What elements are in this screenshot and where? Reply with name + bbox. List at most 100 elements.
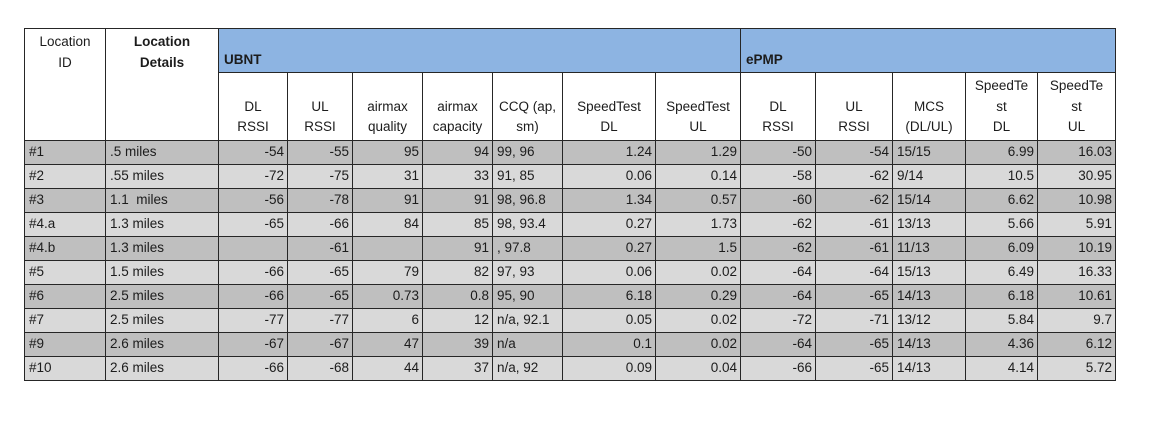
cell-ubnt-ccq: 98, 93.4: [492, 212, 563, 237]
column-header-ubnt-airmax-capacity: airmax capacity: [422, 72, 493, 141]
cell-epmp-mcs: 14/13: [892, 332, 966, 357]
cell-ubnt-ccq: 99, 96: [492, 140, 563, 165]
cell-ubnt-ccq: n/a, 92.1: [492, 308, 563, 333]
cell-ubnt-airmax-capacity: 12: [422, 308, 493, 333]
cell-ubnt-dl-rssi: -54: [218, 140, 288, 165]
cell-ubnt-dl-rssi: -66: [218, 356, 288, 381]
cell-ubnt-dl-rssi: -66: [218, 260, 288, 285]
cell-location-id: #10: [24, 356, 106, 381]
cell-location-details: .5 miles: [105, 140, 219, 165]
cell-ubnt-speedtest-dl: 0.27: [562, 212, 656, 237]
cell-ubnt-dl-rssi: -66: [218, 284, 288, 309]
cell-epmp-ul-rssi: -62: [815, 164, 893, 189]
cell-epmp-mcs: 15/14: [892, 188, 966, 213]
cell-epmp-speedtest-ul: 10.98: [1037, 188, 1116, 213]
cell-location-id: #4.a: [24, 212, 106, 237]
comparison-table: Location ID Location Details UBNT ePMP D…: [24, 28, 1116, 381]
cell-ubnt-ccq: n/a, 92: [492, 356, 563, 381]
cell-epmp-ul-rssi: -54: [815, 140, 893, 165]
cell-epmp-dl-rssi: -60: [740, 188, 816, 213]
cell-epmp-dl-rssi: -64: [740, 260, 816, 285]
cell-ubnt-ul-rssi: -68: [287, 356, 353, 381]
cell-epmp-dl-rssi: -66: [740, 356, 816, 381]
cell-ubnt-airmax-quality: [352, 236, 423, 261]
cell-ubnt-speedtest-ul: 0.04: [655, 356, 741, 381]
cell-ubnt-airmax-capacity: 94: [422, 140, 493, 165]
cell-ubnt-airmax-quality: 44: [352, 356, 423, 381]
cell-location-id: #1: [24, 140, 106, 165]
cell-epmp-speedtest-ul: 30.95: [1037, 164, 1116, 189]
cell-epmp-speedtest-ul: 6.12: [1037, 332, 1116, 357]
cell-location-details: 2.5 miles: [105, 308, 219, 333]
cell-ubnt-ul-rssi: -75: [287, 164, 353, 189]
cell-epmp-dl-rssi: -72: [740, 308, 816, 333]
cell-ubnt-ccq: , 97.8: [492, 236, 563, 261]
cell-ubnt-speedtest-dl: 0.09: [562, 356, 656, 381]
cell-ubnt-airmax-quality: 79: [352, 260, 423, 285]
column-header-epmp-ul-rssi: UL RSSI: [815, 72, 893, 141]
cell-location-details: 1.3 miles: [105, 212, 219, 237]
cell-ubnt-speedtest-dl: 0.06: [562, 260, 656, 285]
column-header-epmp-speedtest-dl: SpeedTe st DL: [965, 72, 1038, 141]
cell-epmp-speedtest-dl: 6.18: [965, 284, 1038, 309]
cell-epmp-dl-rssi: -50: [740, 140, 816, 165]
cell-ubnt-dl-rssi: [218, 236, 288, 261]
cell-ubnt-ccq: 95, 90: [492, 284, 563, 309]
cell-epmp-dl-rssi: -64: [740, 332, 816, 357]
cell-epmp-dl-rssi: -58: [740, 164, 816, 189]
group-header-epmp: ePMP: [740, 28, 1116, 73]
cell-epmp-mcs: 9/14: [892, 164, 966, 189]
column-header-epmp-speedtest-ul: SpeedTe st UL: [1037, 72, 1116, 141]
cell-ubnt-ul-rssi: -78: [287, 188, 353, 213]
cell-ubnt-dl-rssi: -67: [218, 332, 288, 357]
cell-ubnt-airmax-capacity: 82: [422, 260, 493, 285]
cell-ubnt-airmax-capacity: 91: [422, 236, 493, 261]
cell-location-id: #6: [24, 284, 106, 309]
cell-epmp-ul-rssi: -65: [815, 356, 893, 381]
cell-epmp-dl-rssi: -62: [740, 212, 816, 237]
column-header-ubnt-speedtest-dl: SpeedTest DL: [562, 72, 656, 141]
table-row: #4.b 1.3 miles -61 91, 97.8 0.27 1.5 -62 -61 11/…: [24, 236, 1116, 261]
cell-epmp-mcs: 13/13: [892, 212, 966, 237]
table-row: #5 1.5 miles -66 -65 79 82 97, 93 0.06 0.02 -64 -6…: [24, 260, 1116, 285]
cell-ubnt-speedtest-ul: 0.14: [655, 164, 741, 189]
cell-epmp-mcs: 11/13: [892, 236, 966, 261]
cell-ubnt-speedtest-dl: 1.24: [562, 140, 656, 165]
table-row: #1.5 miles -54 -55 95 94 99, 96 1.24 1.29 -50 -54…: [24, 140, 1116, 165]
cell-epmp-speedtest-dl: 10.5: [965, 164, 1038, 189]
cell-epmp-speedtest-ul: 10.19: [1037, 236, 1116, 261]
cell-ubnt-speedtest-dl: 0.1: [562, 332, 656, 357]
cell-ubnt-speedtest-dl: 0.05: [562, 308, 656, 333]
table-row: #7 2.5 miles -77 -77 6 12 n/a, 92.1 0.05 0.02 -72…: [24, 308, 1116, 333]
cell-location-details: 2.6 miles: [105, 332, 219, 357]
table-row: #6 2.5 miles -66 -65 0.73 0.8 95, 90 6.18 0.29 -6…: [24, 284, 1116, 309]
column-header-epmp-dl-rssi: DL RSSI: [740, 72, 816, 141]
cell-epmp-speedtest-dl: 5.66: [965, 212, 1038, 237]
column-header-ubnt-ul-rssi: UL RSSI: [287, 72, 353, 141]
cell-ubnt-ccq: n/a: [492, 332, 563, 357]
cell-location-details: 2.5 miles: [105, 284, 219, 309]
cell-location-details: 1.1 miles: [105, 188, 219, 213]
cell-ubnt-ccq: 98, 96.8: [492, 188, 563, 213]
cell-ubnt-speedtest-dl: 6.18: [562, 284, 656, 309]
cell-ubnt-ccq: 97, 93: [492, 260, 563, 285]
column-header-epmp-mcs: MCS (DL/UL): [892, 72, 966, 141]
table-body: #1.5 miles -54 -55 95 94 99, 96 1.24 1.29 -50 -54…: [24, 140, 1116, 381]
cell-epmp-speedtest-dl: 5.84: [965, 308, 1038, 333]
cell-ubnt-airmax-capacity: 0.8: [422, 284, 493, 309]
cell-epmp-mcs: 13/12: [892, 308, 966, 333]
cell-ubnt-airmax-quality: 47: [352, 332, 423, 357]
cell-location-id: #4.b: [24, 236, 106, 261]
column-header-ubnt-ccq: CCQ (ap, sm): [492, 72, 563, 141]
cell-location-id: #3: [24, 188, 106, 213]
cell-epmp-speedtest-ul: 16.03: [1037, 140, 1116, 165]
table-row: #4.a 1.3 miles -65 -66 84 85 98, 93.4 0.27 1.73-…: [24, 212, 1116, 237]
cell-epmp-speedtest-dl: 4.36: [965, 332, 1038, 357]
group-header-ubnt: UBNT: [218, 28, 741, 73]
cell-ubnt-ul-rssi: -55: [287, 140, 353, 165]
cell-ubnt-ul-rssi: -65: [287, 260, 353, 285]
cell-epmp-speedtest-dl: 6.09: [965, 236, 1038, 261]
cell-ubnt-airmax-capacity: 91: [422, 188, 493, 213]
cell-ubnt-speedtest-ul: 1.73: [655, 212, 741, 237]
